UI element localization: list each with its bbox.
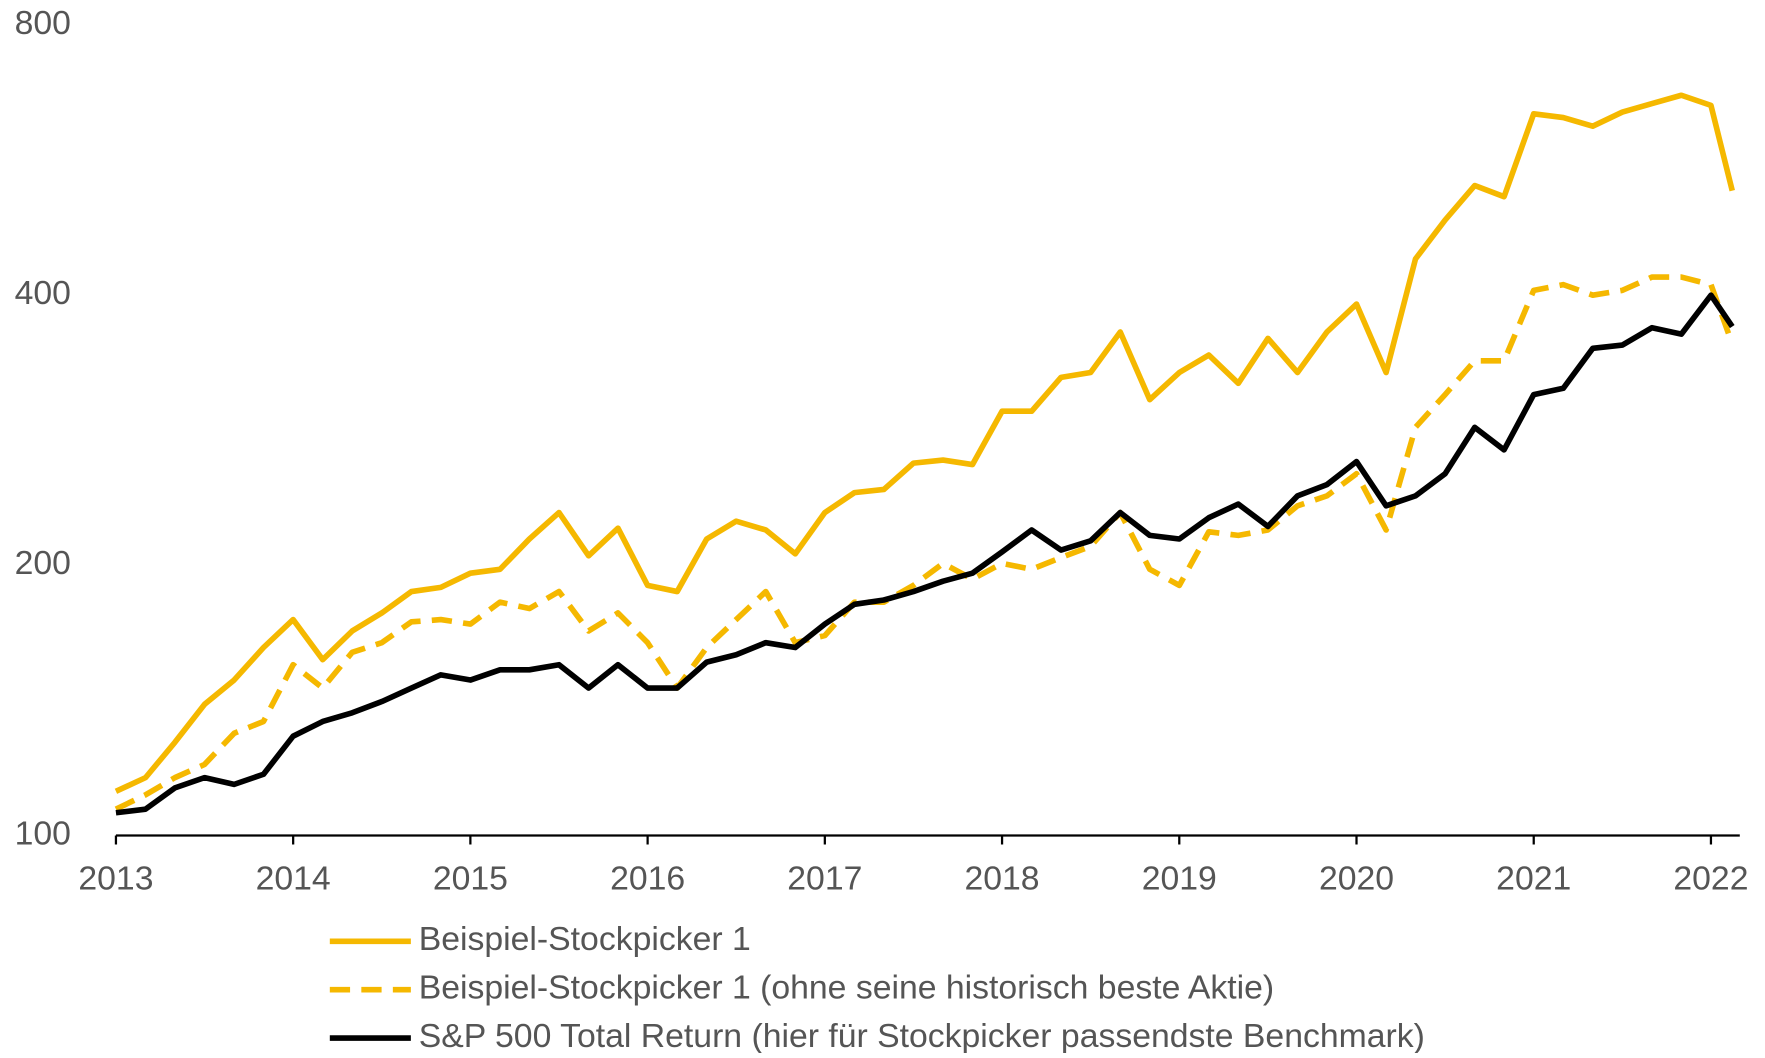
series-line: [115, 292, 1735, 816]
series-line: [114, 274, 1735, 812]
x-tick-label: 2013: [78, 859, 153, 897]
x-tick-label: 2014: [256, 859, 331, 897]
y-tick-label: 800: [15, 4, 71, 42]
y-tick-label: 400: [15, 274, 71, 312]
legend-label: Beispiel-Stockpicker 1 (ohne seine histo…: [419, 969, 1274, 1007]
y-tick-label: 200: [15, 544, 71, 582]
x-tick-label: 2019: [1142, 859, 1217, 897]
x-tick-label: 2015: [433, 859, 508, 897]
x-tick-label: 2022: [1673, 859, 1748, 897]
x-tick-label: 2016: [610, 859, 685, 897]
series-line: [114, 92, 1735, 794]
legend-label: S&P 500 Total Return (hier für Stockpick…: [419, 1017, 1425, 1053]
x-tick-label: 2017: [787, 859, 862, 897]
x-tick-label: 2020: [1319, 859, 1394, 897]
legend-label: Beispiel-Stockpicker 1: [419, 920, 751, 958]
x-tick-label: 2021: [1496, 859, 1571, 897]
y-tick-label: 100: [15, 814, 71, 852]
x-tick-label: 2018: [965, 859, 1040, 897]
